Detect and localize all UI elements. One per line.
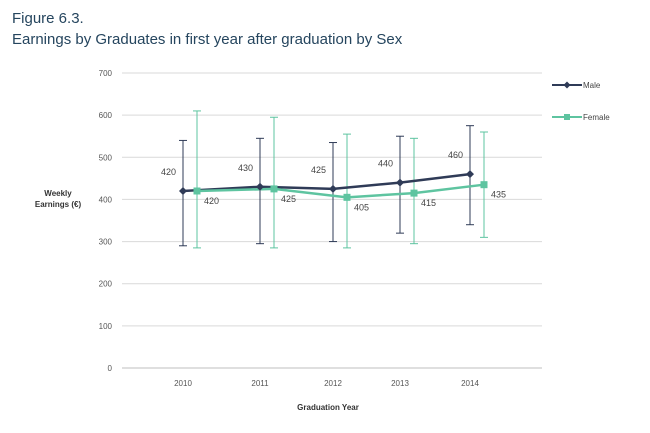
data-label: 430 (238, 163, 253, 173)
series-line-female (196, 183, 485, 199)
y-tick-label: 600 (99, 111, 113, 120)
y-axis-label: Weekly (44, 189, 72, 198)
y-tick-labels: 0 100 200 300 400 500 600 700 (99, 69, 113, 373)
y-tick-label: 400 (99, 195, 113, 204)
legend-label: Male (583, 81, 601, 90)
error-bars (179, 110, 488, 249)
data-point (179, 187, 187, 195)
data-label: 405 (354, 202, 369, 212)
y-tick-label: 700 (99, 69, 113, 78)
x-axis-label: Graduation Year (297, 403, 359, 412)
data-point (466, 170, 474, 179)
figure-label: Figure 6.3. (12, 10, 84, 27)
y-tick-label: 0 (108, 364, 113, 373)
data-label: 435 (491, 190, 506, 200)
data-label: 420 (161, 167, 176, 177)
x-tick-label: 2012 (324, 379, 342, 388)
data-point (410, 189, 418, 197)
x-tick-label: 2010 (174, 379, 192, 388)
data-label: 415 (421, 198, 436, 208)
data-label: 425 (311, 165, 326, 175)
x-tick-labels: 2010 2011 2012 2013 2014 (174, 379, 479, 388)
gridlines (122, 72, 542, 369)
y-tick-label: 300 (99, 238, 113, 247)
x-tick-label: 2011 (251, 379, 269, 388)
legend-label: Female (583, 113, 610, 122)
data-point (396, 178, 404, 187)
y-tick-label: 500 (99, 153, 113, 162)
x-tick-label: 2013 (391, 379, 409, 388)
y-axis-label-line2: Earnings (€) (35, 200, 82, 209)
data-point (270, 185, 278, 193)
data-point (329, 184, 337, 193)
y-tick-label: 100 (99, 322, 113, 331)
data-point (256, 182, 264, 191)
data-labels: 420 430 425 440 460 420 425 405 415 435 (161, 150, 506, 212)
x-tick-label: 2014 (461, 379, 479, 388)
data-label: 440 (378, 159, 393, 169)
data-point (480, 181, 488, 189)
data-point (343, 193, 351, 201)
legend: Male Female (552, 81, 610, 122)
data-label: 420 (204, 196, 219, 206)
data-point (193, 187, 201, 195)
chart-title: Earnings by Graduates in first year afte… (12, 31, 403, 48)
legend-marker (564, 114, 570, 120)
series-line-male (182, 172, 471, 193)
data-label: 460 (448, 150, 463, 160)
data-label: 425 (281, 194, 296, 204)
y-tick-label: 200 (99, 280, 113, 289)
legend-marker (563, 81, 571, 89)
data-points (179, 170, 488, 201)
